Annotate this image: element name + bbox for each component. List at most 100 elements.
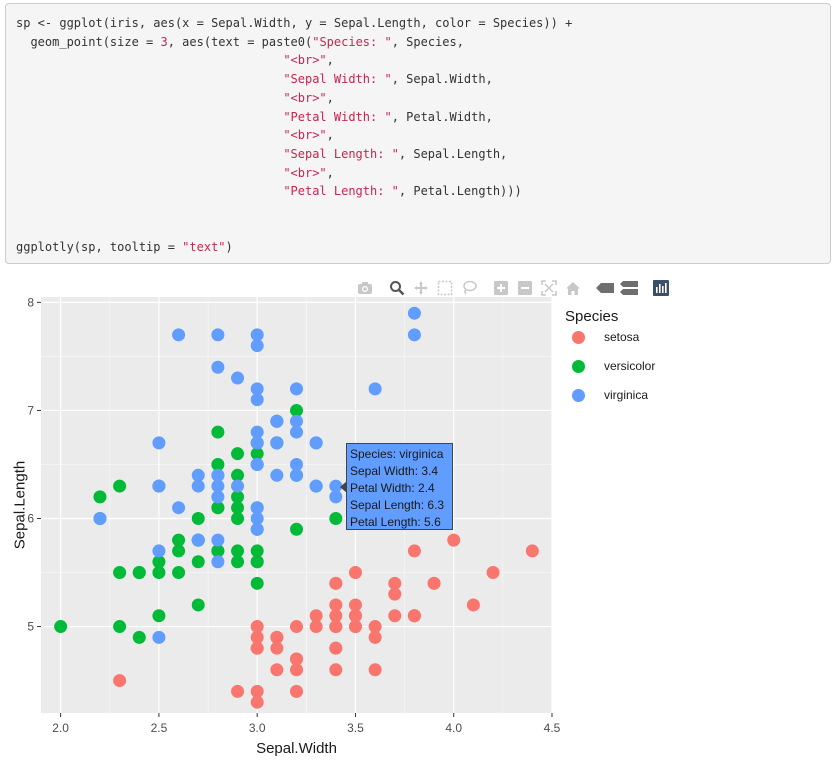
data-point-setosa[interactable] — [348, 620, 362, 634]
data-point-virginica[interactable] — [191, 468, 205, 482]
data-point-versicolor[interactable] — [231, 447, 245, 461]
data-point-versicolor[interactable] — [152, 566, 166, 580]
data-point-setosa[interactable] — [270, 630, 284, 644]
data-point-virginica[interactable] — [309, 479, 323, 493]
data-point-virginica[interactable] — [191, 533, 205, 547]
data-point-virginica[interactable] — [290, 468, 303, 482]
data-point-virginica[interactable] — [407, 328, 421, 342]
data-point-setosa[interactable] — [388, 576, 402, 590]
data-point-versicolor[interactable] — [172, 533, 186, 547]
pan-icon[interactable] — [411, 278, 431, 298]
data-point-versicolor[interactable] — [211, 425, 225, 439]
compare-data-icon[interactable] — [619, 278, 639, 298]
data-point-virginica[interactable] — [211, 328, 225, 342]
data-point-setosa[interactable] — [290, 684, 303, 698]
data-point-versicolor[interactable] — [231, 468, 245, 482]
data-point-setosa[interactable] — [329, 620, 343, 634]
data-point-setosa[interactable] — [113, 674, 127, 688]
data-point-versicolor[interactable] — [152, 609, 166, 623]
data-point-versicolor[interactable] — [132, 630, 146, 644]
data-point-versicolor[interactable] — [290, 403, 303, 417]
data-point-virginica[interactable] — [211, 555, 225, 569]
data-point-versicolor[interactable] — [191, 555, 205, 569]
data-point-virginica[interactable] — [270, 468, 284, 482]
data-point-versicolor[interactable] — [211, 501, 225, 515]
data-point-setosa[interactable] — [290, 620, 303, 634]
data-point-versicolor[interactable] — [231, 544, 245, 558]
spike-lines-icon[interactable] — [595, 278, 615, 298]
data-point-virginica[interactable] — [250, 382, 264, 396]
data-point-setosa[interactable] — [447, 533, 461, 547]
data-point-setosa[interactable] — [309, 609, 323, 623]
autoscale-icon[interactable] — [539, 278, 559, 298]
data-point-versicolor[interactable] — [132, 566, 146, 580]
zoom-out-icon[interactable] — [515, 278, 535, 298]
data-point-setosa[interactable] — [329, 598, 343, 612]
data-point-setosa[interactable] — [427, 576, 441, 590]
data-point-setosa[interactable] — [329, 609, 343, 623]
data-point-setosa[interactable] — [290, 652, 303, 666]
reset-axes-icon[interactable] — [563, 278, 583, 298]
data-point-setosa[interactable] — [368, 663, 382, 677]
data-point-versicolor[interactable] — [250, 544, 264, 558]
data-point-setosa[interactable] — [329, 576, 343, 590]
data-point-setosa[interactable] — [525, 544, 539, 558]
data-point-virginica[interactable] — [191, 479, 205, 493]
data-point-setosa[interactable] — [250, 695, 264, 709]
data-point-setosa[interactable] — [329, 641, 343, 655]
zoom-icon[interactable] — [387, 278, 407, 298]
data-point-setosa[interactable] — [486, 566, 500, 580]
legend-item-versicolor[interactable]: versicolor — [572, 356, 655, 376]
data-point-virginica[interactable] — [368, 382, 382, 396]
data-point-virginica[interactable] — [152, 436, 166, 450]
data-point-versicolor[interactable] — [231, 501, 245, 515]
lasso-select-icon[interactable] — [459, 278, 479, 298]
plotly-logo-icon[interactable] — [651, 278, 671, 298]
data-point-setosa[interactable] — [368, 630, 382, 644]
data-point-versicolor[interactable] — [211, 457, 225, 471]
zoom-in-icon[interactable] — [491, 278, 511, 298]
data-point-setosa[interactable] — [368, 620, 382, 634]
data-point-setosa[interactable] — [348, 609, 362, 623]
data-point-versicolor[interactable] — [290, 522, 303, 536]
data-point-versicolor[interactable] — [152, 555, 166, 569]
data-point-virginica[interactable] — [211, 479, 225, 493]
legend-item-setosa[interactable]: setosa — [572, 327, 639, 347]
data-point-versicolor[interactable] — [250, 555, 264, 569]
data-point-virginica[interactable] — [250, 328, 264, 342]
data-point-virginica[interactable] — [231, 371, 245, 385]
data-point-virginica[interactable] — [250, 425, 264, 439]
data-point-setosa[interactable] — [348, 598, 362, 612]
data-point-virginica[interactable] — [152, 630, 166, 644]
data-point-virginica[interactable] — [172, 501, 186, 515]
data-point-virginica[interactable] — [290, 425, 303, 439]
data-point-virginica[interactable] — [309, 436, 323, 450]
data-point-virginica[interactable] — [250, 501, 264, 515]
data-point-setosa[interactable] — [270, 663, 284, 677]
data-point-versicolor[interactable] — [231, 512, 245, 526]
data-point-setosa[interactable] — [329, 663, 343, 677]
scatter-plot[interactable]: 2.0 2.5 3.0 3.5 4.0 4.5 5 6 7 8 Sepal.Width Sepa… — [0, 296, 560, 762]
data-point-virginica[interactable] — [211, 360, 225, 374]
data-point-setosa[interactable] — [250, 620, 264, 634]
data-point-versicolor[interactable] — [113, 566, 127, 580]
data-point-versicolor[interactable] — [211, 544, 225, 558]
data-point-virginica[interactable] — [211, 468, 225, 482]
data-point-setosa[interactable] — [407, 609, 421, 623]
data-point-virginica[interactable] — [290, 457, 303, 471]
data-point-setosa[interactable] — [231, 684, 245, 698]
data-point-setosa[interactable] — [407, 544, 421, 558]
data-point-virginica[interactable] — [211, 533, 225, 547]
data-point-versicolor[interactable] — [54, 620, 68, 634]
data-point-virginica[interactable] — [250, 339, 264, 353]
data-point-versicolor[interactable] — [172, 566, 186, 580]
data-point-virginica[interactable] — [172, 328, 186, 342]
data-point-versicolor[interactable] — [231, 490, 245, 504]
data-point-virginica[interactable] — [250, 436, 264, 450]
data-point-virginica[interactable] — [250, 457, 264, 471]
data-point-setosa[interactable] — [466, 598, 480, 612]
box-select-icon[interactable] — [435, 278, 455, 298]
data-point-setosa[interactable] — [309, 620, 323, 634]
data-point-versicolor[interactable] — [250, 576, 264, 590]
data-point-virginica[interactable] — [231, 479, 245, 493]
